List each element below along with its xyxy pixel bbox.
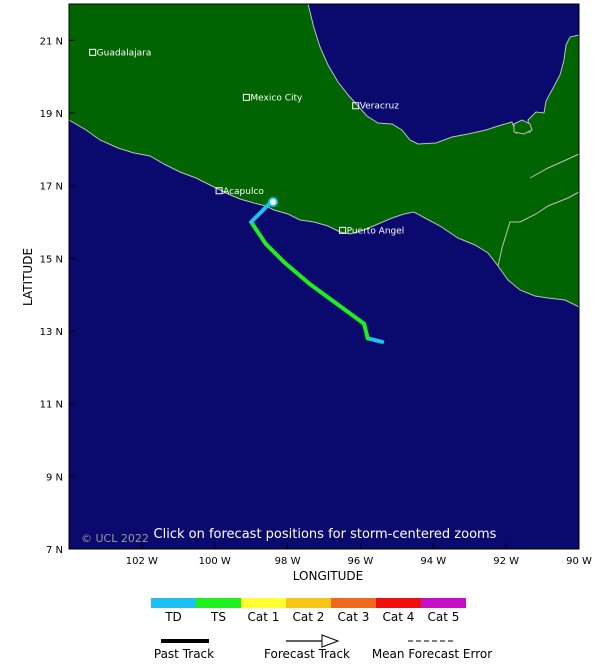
track-legend: Past Track Forecast Track Mean Forecast … [154, 634, 492, 661]
track-segment[interactable] [307, 281, 367, 326]
y-tick-label: 11 N [40, 400, 63, 411]
land-mexico [68, 3, 580, 308]
border-belize [529, 153, 580, 179]
y-tick-label: 13 N [40, 327, 63, 338]
storm-track[interactable] [249, 197, 385, 344]
city-label: Acapulco [223, 187, 264, 197]
track-segment[interactable] [249, 201, 272, 224]
legend-swatch [376, 598, 421, 608]
track-segment[interactable] [362, 321, 370, 341]
legend-label: Cat 4 [383, 610, 415, 624]
legend-swatch [331, 598, 376, 608]
city-marker [352, 102, 360, 110]
city-marker [242, 93, 250, 101]
legend-label: Cat 5 [428, 610, 460, 624]
track-segment[interactable] [365, 336, 385, 344]
axis-ticks [69, 39, 580, 550]
x-tick-label: 98 W [275, 556, 301, 567]
legend-label: Cat 2 [293, 610, 325, 624]
track-segment[interactable] [281, 259, 312, 286]
category-legend: TD TS Cat 1 Cat 2 Cat 3 Cat 4 Cat 5 [151, 598, 466, 624]
zoom-hint-text: Click on forecast positions for storm-ce… [154, 527, 497, 542]
x-axis-label: LONGITUDE [293, 569, 363, 583]
y-tick-label: 17 N [40, 182, 63, 193]
y-tick-label: 19 N [40, 109, 63, 120]
city-markers: Guadalajara Mexico City Veracruz Acapulco Pu… [89, 48, 405, 236]
x-tick-label: 100 W [199, 556, 231, 567]
y-tick-label: 15 N [40, 254, 63, 265]
storm-position-marker[interactable] [268, 197, 278, 208]
legend-swatch [241, 598, 286, 608]
forecast-arrow-head [321, 634, 340, 648]
y-tick-label: 9 N [46, 472, 63, 483]
y-tick-label: 7 N [46, 545, 63, 556]
x-tick-label: 102 W [126, 556, 158, 567]
x-tick-label: 94 W [420, 556, 446, 567]
city-label: Guadalajara [97, 48, 152, 58]
x-tick-label: 92 W [493, 556, 519, 567]
track-segment[interactable] [263, 241, 286, 264]
y-axis-label: LATITUDE [21, 248, 35, 306]
city-label: Veracruz [360, 102, 400, 112]
legend-swatch [421, 598, 466, 608]
x-tick-label: 96 W [348, 556, 374, 567]
city-marker [215, 187, 223, 195]
city-marker [89, 48, 97, 56]
x-tick-label: 90 W [566, 556, 592, 567]
city-label: Mexico City [250, 93, 303, 103]
legend-label: Cat 3 [338, 610, 370, 624]
copyright-text: © UCL 2022 [81, 532, 149, 545]
plot-frame [68, 3, 580, 550]
legend-label: TS [210, 610, 226, 624]
forecast-track-label: Forecast Track [264, 647, 350, 661]
y-tick-label: 21 N [40, 36, 63, 47]
past-track-label: Past Track [154, 647, 214, 661]
legend-label: TD [164, 610, 182, 624]
city-marker [339, 226, 347, 234]
city-label: Puerto Angel [347, 226, 405, 236]
track-segment[interactable] [249, 220, 268, 246]
legend-swatch [286, 598, 331, 608]
land-yucatan [513, 119, 533, 135]
mean-error-label: Mean Forecast Error [372, 647, 492, 661]
border-guatemala [497, 191, 580, 267]
legend-label: Cat 1 [248, 610, 280, 624]
legend-swatch [196, 598, 241, 608]
legend-swatch [151, 598, 196, 608]
plot-area: Guadalajara Mexico City Veracruz Acapulco Pu… [68, 3, 580, 550]
